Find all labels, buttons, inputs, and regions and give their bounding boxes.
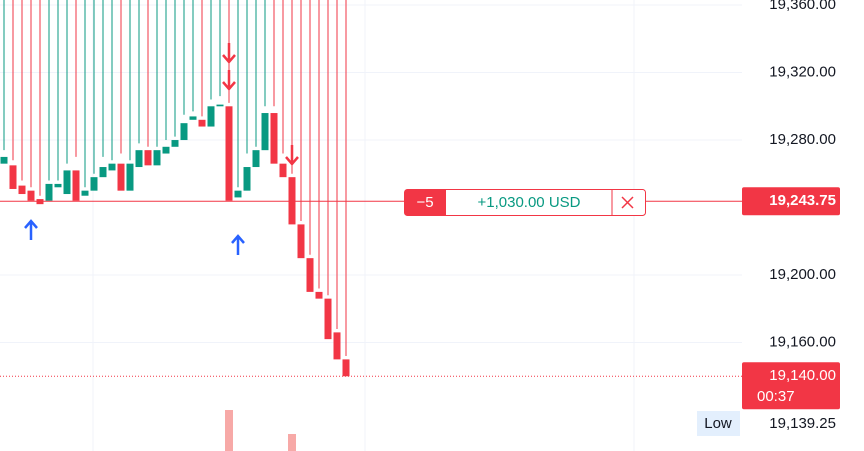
- candle-body: [81, 190, 89, 196]
- y-tick-label: 19,160.00: [769, 333, 836, 350]
- buy-arrow: [24, 219, 38, 240]
- buy-arrow: [231, 234, 245, 255]
- candle-body: [252, 150, 260, 168]
- volume-bar: [225, 410, 233, 451]
- volume-bar: [288, 434, 296, 451]
- candle-body: [63, 170, 71, 195]
- position-widget[interactable]: −5 +1,030.00 USD: [404, 189, 646, 216]
- candle-body: [18, 185, 26, 195]
- candle-body: [0, 156, 8, 164]
- candle-body: [279, 163, 287, 178]
- price-line-badge: [742, 187, 840, 216]
- volume: [225, 410, 296, 451]
- sell-arrow: [285, 145, 299, 166]
- candle-body: [153, 150, 161, 166]
- candle-body: [108, 163, 116, 171]
- candle-body: [171, 140, 179, 147]
- candle-body: [333, 332, 341, 360]
- candle-body: [306, 258, 314, 292]
- position-quantity: −5: [416, 194, 433, 211]
- candle-body: [117, 163, 125, 191]
- y-tick-label: 19,280.00: [769, 131, 836, 148]
- candle-body: [180, 123, 188, 141]
- candle-body: [315, 291, 323, 299]
- low-name-box: [697, 411, 740, 436]
- candle-body: [243, 167, 251, 191]
- position-pnl: +1,030.00 USD: [478, 194, 581, 211]
- candle-body: [261, 113, 269, 151]
- sell-arrow: [222, 43, 236, 64]
- signal-arrows: [24, 43, 299, 255]
- candle-body: [72, 170, 80, 201]
- candle-body: [90, 177, 98, 191]
- close-position-button[interactable]: [621, 196, 634, 209]
- candles: [0, 0, 350, 377]
- candle-body: [54, 183, 62, 188]
- candle-body: [9, 165, 17, 189]
- candle-body: [324, 298, 332, 340]
- y-tick-label: 19,320.00: [769, 64, 836, 81]
- candle-body: [135, 150, 143, 168]
- quantity-box: [404, 189, 446, 216]
- candle-body: [225, 106, 233, 201]
- candle-body: [45, 183, 53, 201]
- candle-body: [162, 146, 170, 154]
- last-price-label: 19,140.00: [769, 367, 836, 384]
- sell-arrow: [222, 70, 236, 91]
- candle-body: [207, 106, 215, 127]
- overlay: 19,243.75 19,140.00 00:37 Low 19,139.25: [0, 187, 840, 436]
- low-name: Low: [704, 415, 732, 432]
- candle-body: [234, 190, 242, 198]
- y-tick-label: 19,360.00: [769, 0, 836, 13]
- low-value: 19,139.25: [769, 415, 836, 432]
- candle-body: [189, 116, 197, 120]
- candle-body: [216, 104, 224, 107]
- candle-body: [297, 224, 305, 259]
- candle-body: [144, 150, 152, 166]
- last-price-badge: [742, 362, 840, 410]
- grid: 19,360.00 19,320.00 19,280.00 19,200.00 19,1…: [0, 0, 836, 350]
- candle-body: [126, 163, 134, 191]
- candle-body: [99, 167, 107, 178]
- price-line-label: 19,243.75: [769, 192, 836, 209]
- candle-body: [270, 113, 278, 164]
- countdown: 00:37: [757, 388, 795, 405]
- time-grid: [92, 0, 635, 451]
- candle-body: [27, 190, 35, 201]
- candle-body: [342, 359, 350, 377]
- candle-body: [198, 119, 206, 127]
- y-tick-label: 19,200.00: [769, 266, 836, 283]
